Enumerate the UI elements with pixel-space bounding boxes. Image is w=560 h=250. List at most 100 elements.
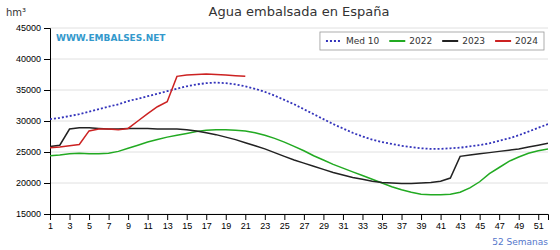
tick: 31 (338, 214, 348, 231)
tick-mark (109, 214, 110, 220)
grid (50, 28, 548, 214)
tick-label: 35000 (16, 85, 41, 95)
tick-label: 31 (338, 221, 348, 231)
tick-mark (499, 214, 500, 220)
legend-label: 2022 (409, 36, 432, 46)
x-axis: 1357911131517192123252729313335373941434… (48, 214, 549, 231)
tick-label: 39 (417, 221, 427, 231)
tick-label: 43 (456, 221, 466, 231)
tick-label: 3 (68, 221, 73, 231)
tick-mark (89, 214, 90, 220)
tick: 39 (417, 214, 427, 231)
tick-mark (480, 214, 481, 220)
tick: 45 (475, 214, 485, 231)
tick: 51 (534, 214, 544, 231)
legend-swatch (326, 40, 342, 42)
tick-mark (323, 214, 324, 220)
legend-item: 2023 (442, 36, 485, 46)
tick-label: 25000 (16, 147, 41, 157)
tick: 25 (280, 214, 290, 231)
tick: 45000 (16, 23, 50, 33)
tick-mark (460, 214, 461, 220)
tick-mark (44, 121, 50, 122)
tick-mark (70, 214, 71, 220)
tick-label: 37 (397, 221, 407, 231)
tick-mark (265, 214, 266, 220)
tick: 29 (319, 214, 329, 231)
tick-mark (44, 28, 50, 29)
tick: 23 (260, 214, 270, 231)
series-line (50, 128, 548, 184)
tick-label: 45000 (16, 23, 41, 33)
tick-label: 15000 (16, 209, 41, 219)
tick: 1 (48, 214, 53, 231)
tick-mark (343, 214, 344, 220)
tick: 41 (436, 214, 446, 231)
tick: 17 (202, 214, 212, 231)
tick-mark (44, 90, 50, 91)
tick: 25000 (16, 147, 50, 157)
tick-label: 17 (202, 221, 212, 231)
legend-label: Med 10 (346, 36, 380, 46)
tick-label: 13 (163, 221, 173, 231)
y-axis: 15000 20000 25000 30000 35000 40000 45000 (16, 23, 51, 219)
tick-label: 45 (475, 221, 485, 231)
tick-label: 25 (280, 221, 290, 231)
tick-mark (44, 214, 50, 215)
tick: 27 (299, 214, 309, 231)
tick: 37 (397, 214, 407, 231)
tick-label: 11 (143, 221, 152, 231)
tick-mark (538, 214, 539, 220)
tick-mark (206, 214, 207, 220)
legend-item: 2024 (495, 36, 538, 46)
tick: 40000 (16, 54, 50, 64)
tick-label: 7 (107, 221, 112, 231)
tick-label: 33 (358, 221, 368, 231)
series-line (50, 74, 245, 148)
legend-label: 2024 (515, 36, 538, 46)
tick-mark (187, 214, 188, 220)
tick-mark (304, 214, 305, 220)
grid-line (50, 152, 548, 153)
legend-item: Med 10 (326, 36, 380, 46)
tick-label: 5 (87, 221, 92, 231)
tick-mark (167, 214, 168, 220)
tick-mark (421, 214, 422, 220)
tick-mark (441, 214, 442, 220)
tick-label: 9 (126, 221, 131, 231)
legend-box (320, 32, 544, 50)
tick-mark (382, 214, 383, 220)
lines (50, 74, 548, 195)
legend-item: 2022 (389, 36, 432, 46)
tick: 47 (495, 214, 505, 231)
chart: 1357911131517192123252729313335373941434… (0, 0, 560, 250)
tick-mark (402, 214, 403, 220)
watermark: WWW.EMBALSES.NET (56, 33, 166, 43)
tick-mark (226, 214, 227, 220)
tick-mark (148, 214, 149, 220)
tick-label: 1 (48, 221, 53, 231)
grid-line (50, 59, 548, 60)
tick-label: 23 (260, 221, 270, 231)
tick-mark (362, 214, 363, 220)
tick: 5 (87, 214, 92, 231)
legend-swatch (442, 40, 458, 42)
tick-mark (44, 183, 50, 184)
grid-line (50, 90, 548, 91)
tick: 35 (377, 214, 387, 231)
tick-mark (519, 214, 520, 220)
tick-label: 30000 (16, 116, 41, 126)
tick: 9 (126, 214, 131, 231)
series-line (50, 83, 548, 149)
grid-line (50, 28, 548, 29)
tick-label: 35 (377, 221, 387, 231)
tick: 21 (241, 214, 251, 231)
tick: 35000 (16, 85, 50, 95)
tick: 20000 (16, 178, 50, 188)
tick: 19 (221, 214, 231, 231)
tick-mark (44, 59, 50, 60)
tick-label: 20000 (16, 178, 41, 188)
tick-label: 41 (436, 221, 446, 231)
tick-label: 51 (534, 221, 544, 231)
grid-line (50, 183, 548, 184)
